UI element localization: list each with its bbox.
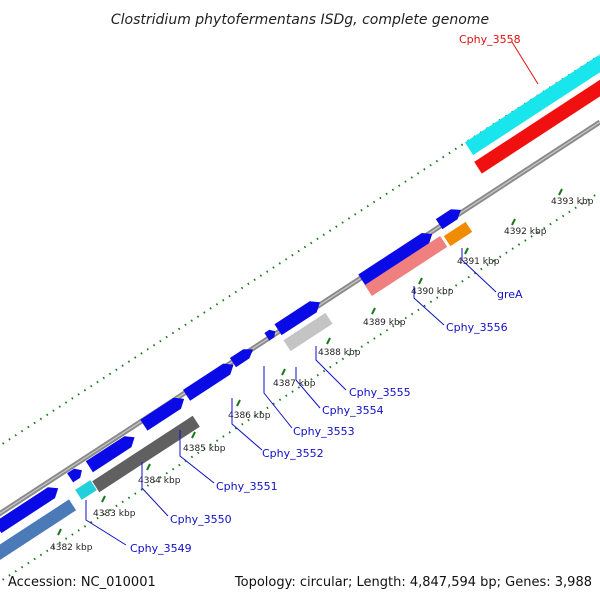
gene-labels: Cphy_3549 Cphy_3550 Cphy_3551 Cphy_3552 … <box>130 33 523 555</box>
accession-text: Accession: NC_010001 <box>8 575 156 590</box>
scale-label: 4391 kbp <box>457 257 500 267</box>
leader-line <box>263 366 293 429</box>
gene-label-cphy-3558[interactable]: Cphy_3558 <box>459 33 521 46</box>
gene-feature-cds-orange[interactable] <box>443 221 473 247</box>
major-tick <box>371 307 376 315</box>
leader-line <box>315 346 347 391</box>
leader-line <box>141 462 169 517</box>
gene-feature-cds-red[interactable] <box>474 74 600 174</box>
major-tick <box>281 368 286 376</box>
gene-label-cphy-3552[interactable]: Cphy_3552 <box>262 447 324 460</box>
gene-feature-cds-blue[interactable] <box>274 301 320 336</box>
major-tick <box>146 463 151 471</box>
gene-label-cphy-3551[interactable]: Cphy_3551 <box>216 480 278 493</box>
gene-feature-cds-blue[interactable] <box>229 349 254 368</box>
gene-feature-cds-blue[interactable] <box>183 363 234 401</box>
gene-feature-cds-cyan[interactable] <box>75 480 97 500</box>
leader-line <box>179 430 215 484</box>
scale-label: 4392 kbp <box>504 227 547 237</box>
gene-label-cphy-3555[interactable]: Cphy_3555 <box>349 386 411 399</box>
major-tick <box>236 399 241 407</box>
leader-line <box>231 398 263 451</box>
leader-line <box>413 286 445 326</box>
scale-label: 4386 kbp <box>228 411 271 421</box>
gene-feature-cds-blue[interactable] <box>358 233 433 286</box>
gene-label-cphy-3556[interactable]: Cphy_3556 <box>446 321 508 334</box>
major-tick <box>418 277 423 285</box>
gene-feature-cds-blue[interactable] <box>85 436 135 473</box>
scale-label: 4390 kbp <box>411 287 454 297</box>
gene-feature-cds-cyan[interactable] <box>464 55 600 155</box>
major-tick <box>558 188 563 196</box>
gene-feature-cds-blue[interactable] <box>67 468 82 483</box>
leader-line <box>85 500 127 546</box>
scale-label: 4393 kbp <box>551 197 594 207</box>
gene-features <box>0 55 600 560</box>
major-tick <box>57 528 62 536</box>
outer-dotted-track <box>0 54 600 447</box>
scale-label: 4385 kbp <box>183 444 226 454</box>
scale-labels: 4382 kbp 4383 kbp 4384 kbp 4385 kbp 4386… <box>50 197 594 553</box>
gene-feature-cds-blue[interactable] <box>435 209 461 230</box>
scale-label: 4388 kbp <box>318 348 361 358</box>
gene-label-cphy-3554[interactable]: Cphy_3554 <box>322 404 384 417</box>
gene-feature-cds-pink[interactable] <box>364 236 448 296</box>
gene-feature-cds-blue[interactable] <box>0 487 59 534</box>
gene-feature-cds-lightgray[interactable] <box>283 312 333 352</box>
gene-label-cphy-3549[interactable]: Cphy_3549 <box>130 542 192 555</box>
gene-feature-cds-blue[interactable] <box>140 397 185 431</box>
major-tick <box>101 495 106 503</box>
scale-label: 4384 kbp <box>138 476 181 486</box>
leader-line <box>511 41 539 85</box>
map-title: Clostridium phytofermentans ISDg, comple… <box>111 12 489 28</box>
major-tick <box>191 431 196 439</box>
gene-leader-lines <box>85 41 539 546</box>
gene-label-grea[interactable]: greA <box>497 288 523 301</box>
scale-label: 4383 kbp <box>93 509 136 519</box>
gene-feature-cds-darkgray[interactable] <box>92 415 200 493</box>
major-tick <box>511 218 516 226</box>
leader-line <box>461 248 497 293</box>
scale-label: 4382 kbp <box>50 543 93 553</box>
gene-feature-cds-blue[interactable] <box>264 329 276 341</box>
genome-summary-text: Topology: circular; Length: 4,847,594 bp… <box>234 575 592 590</box>
major-tick <box>326 337 331 345</box>
scale-label: 4389 kbp <box>363 318 406 328</box>
gene-label-cphy-3550[interactable]: Cphy_3550 <box>170 513 232 526</box>
scale-label: 4387 kbp <box>273 379 316 389</box>
gene-feature-cds-steel[interactable] <box>0 499 77 560</box>
leader-line <box>295 367 321 409</box>
gene-label-cphy-3553[interactable]: Cphy_3553 <box>293 425 355 438</box>
major-tick <box>464 247 469 255</box>
inner-dotted-track <box>0 191 600 583</box>
scale-ticks <box>57 188 563 536</box>
